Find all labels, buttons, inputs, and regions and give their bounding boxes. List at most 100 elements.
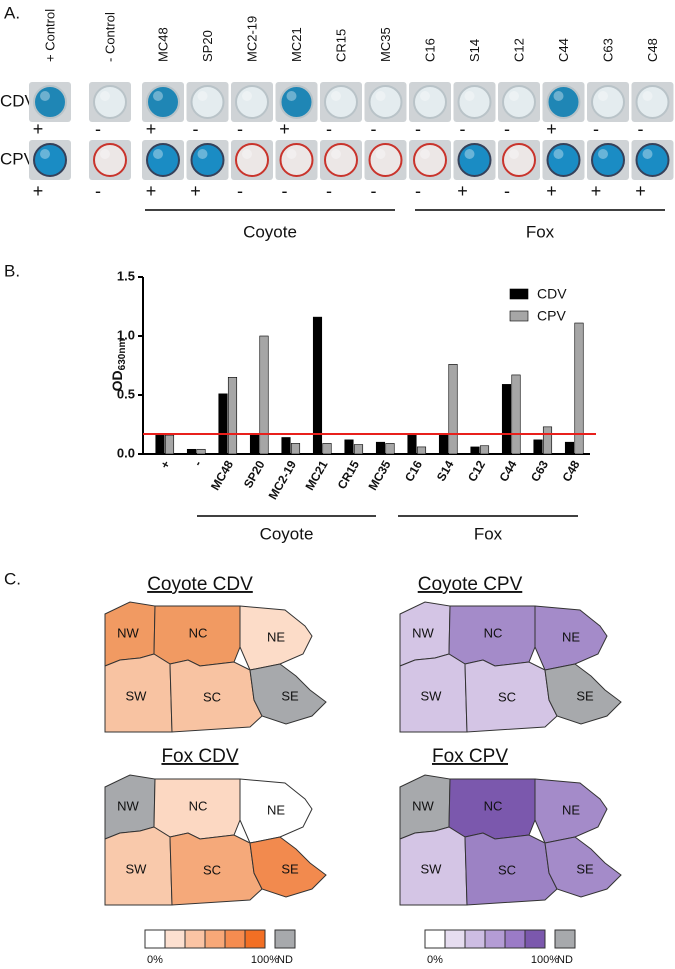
well-shine <box>331 91 341 101</box>
map-title: Fox CDV <box>161 746 238 767</box>
map-region <box>249 663 327 725</box>
result-sign: + <box>146 119 157 139</box>
result-sign: + <box>457 181 468 201</box>
sample-label: MC2-19 <box>244 16 259 62</box>
panel-label: C. <box>4 569 21 588</box>
bar <box>155 434 165 455</box>
result-sign: + <box>190 181 201 201</box>
legend-bin <box>224 929 246 949</box>
map-region <box>544 836 622 898</box>
bar <box>511 374 521 455</box>
map-region <box>534 605 608 671</box>
x-tick-label: C44 <box>496 458 519 484</box>
well-shine <box>153 91 163 101</box>
bar <box>227 376 238 455</box>
result-sign: - <box>95 119 101 139</box>
bar <box>407 434 417 455</box>
y-tick-label: 0.0 <box>117 445 135 460</box>
bar <box>164 434 175 455</box>
legend-max: 100% <box>251 954 279 966</box>
legend-min: 0% <box>147 954 163 966</box>
well-shine <box>464 149 475 159</box>
sample-label: - Control <box>102 12 117 62</box>
legend-nd-label: ND <box>277 954 293 966</box>
row-label: CDV <box>0 91 37 110</box>
well-shine <box>331 149 341 159</box>
well-shine <box>464 91 475 101</box>
map-region <box>239 778 313 844</box>
map-region <box>104 653 173 733</box>
region-label: SC <box>203 689 221 704</box>
well <box>146 143 180 177</box>
result-sign: - <box>237 181 243 201</box>
x-tick-label: C48 <box>559 458 582 484</box>
map-region <box>399 653 468 733</box>
group-label: Coyote <box>260 524 314 543</box>
region-label: SE <box>576 861 594 876</box>
y-tick-label: 0.5 <box>117 386 135 401</box>
bar <box>564 441 575 455</box>
map-region <box>544 663 622 725</box>
legend-swatch <box>509 310 529 322</box>
well <box>279 143 314 177</box>
result-sign: - <box>504 119 510 139</box>
well <box>502 143 536 177</box>
bar <box>448 364 458 455</box>
result-sign: - <box>371 119 377 139</box>
well-shine <box>40 149 50 159</box>
bar <box>479 445 490 455</box>
well-shine <box>242 149 252 159</box>
sample-label: C63 <box>600 38 615 62</box>
result-sign: - <box>193 119 199 139</box>
group-label: Fox <box>526 222 555 241</box>
region-label: NE <box>562 629 580 644</box>
region-label: SC <box>498 862 516 877</box>
legend-nd <box>274 929 296 949</box>
x-tick-label: MC48 <box>208 458 236 493</box>
well-shine <box>553 149 564 159</box>
well <box>93 143 127 177</box>
result-sign: - <box>415 119 421 139</box>
bar <box>375 441 386 455</box>
region-label: NW <box>117 798 139 813</box>
result-sign: - <box>95 181 101 201</box>
well-shine <box>509 91 519 101</box>
map-title: Coyote CDV <box>147 574 253 595</box>
bar <box>542 426 553 455</box>
result-sign: + <box>591 181 602 201</box>
well <box>413 85 447 119</box>
result-sign: - <box>371 181 377 201</box>
region-label: SW <box>421 688 443 703</box>
bar <box>312 316 323 455</box>
well-shine <box>420 91 430 101</box>
well-shine <box>598 91 608 101</box>
result-sign: - <box>326 181 332 201</box>
well <box>546 143 581 177</box>
bar <box>416 446 427 455</box>
region-label: SE <box>281 688 299 703</box>
map-region <box>534 778 608 844</box>
result-sign: + <box>33 119 44 139</box>
well <box>33 143 67 177</box>
region-label: NE <box>562 802 580 817</box>
panel-label: A. <box>4 3 20 22</box>
region-label: SW <box>126 861 148 876</box>
sample-label: C16 <box>422 38 437 62</box>
legend-nd <box>554 929 576 949</box>
well-shine <box>100 149 110 159</box>
well <box>368 143 403 177</box>
well <box>324 143 358 177</box>
well-shine <box>598 149 608 159</box>
result-sign: + <box>146 181 157 201</box>
group-label: Coyote <box>243 222 297 241</box>
x-tick-label: MC21 <box>302 458 330 493</box>
bar <box>290 443 301 455</box>
y-tick-label: 1.5 <box>117 268 135 283</box>
region-label: SE <box>281 861 299 876</box>
bar <box>501 384 512 455</box>
well-shine <box>40 91 50 101</box>
x-tick-label: S14 <box>434 458 457 484</box>
y-axis-label-subscript: 630nm <box>117 339 128 371</box>
well-shine <box>286 149 297 159</box>
